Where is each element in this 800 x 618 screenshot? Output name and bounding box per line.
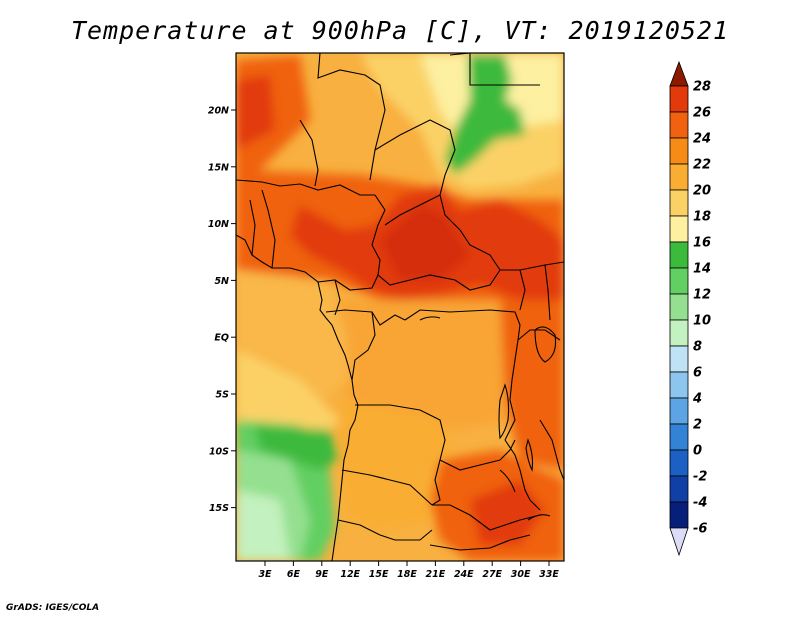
- colorbar-segment: [669, 501, 689, 529]
- colorbar-segment: [669, 85, 689, 113]
- colorbar-label: 8: [693, 340, 702, 355]
- colorbar-segment: [669, 449, 689, 477]
- country-borders: [236, 53, 564, 561]
- colorbar-bottom-arrow: [669, 527, 689, 557]
- colorbar-segment: [669, 345, 689, 373]
- colorbar-label: 12: [693, 288, 711, 303]
- colorbar-segment: [669, 293, 689, 321]
- lat-tick-label: 15S: [209, 503, 229, 514]
- lon-tick-label: 18E: [397, 569, 417, 580]
- grads-credit: GrADS: IGES/COLA: [6, 603, 100, 613]
- colorbar-label: 22: [693, 158, 711, 173]
- colorbar-label: 0: [693, 444, 702, 459]
- colorbar-label: 2: [693, 418, 702, 433]
- lon-tick-label: 3E: [258, 569, 272, 580]
- lat-tick-label: EQ: [214, 333, 229, 344]
- colorbar-segment: [669, 397, 689, 425]
- lat-tick-label: 10N: [208, 219, 229, 230]
- colorbar-segment: [669, 475, 689, 503]
- lon-tick-label: 9E: [315, 569, 329, 580]
- lat-tick-label: 10S: [209, 446, 229, 457]
- colorbar-segment: [669, 189, 689, 217]
- colorbar-label: 6: [693, 366, 702, 381]
- colorbar-segment: [669, 423, 689, 451]
- colorbar-segment: [669, 319, 689, 347]
- map-title: Temperature at 900hPa [C], VT: 201912052…: [70, 16, 730, 45]
- colorbar-segment: [669, 111, 689, 139]
- lon-tick-label: 12E: [340, 569, 360, 580]
- lon-tick-label: 24E: [454, 569, 474, 580]
- latitude-axis: 20N 15N 10N 5N EQ 5S 10S 15S: [208, 106, 236, 514]
- colorbar-label: 4: [692, 392, 702, 407]
- colorbar-label: -2: [693, 470, 707, 485]
- colorbar-label: 28: [693, 80, 711, 95]
- colorbar-label: 16: [693, 236, 711, 251]
- lon-tick-label: 15E: [369, 569, 389, 580]
- colorbar-segment: [669, 267, 689, 295]
- colorbar-top-arrow: [669, 60, 689, 87]
- colorbar-label: 24: [693, 132, 711, 147]
- colorbar-label: 20: [693, 184, 711, 199]
- colorbar-label: 14: [693, 262, 711, 277]
- colorbar-segment: [669, 215, 689, 243]
- colorbar-label: -6: [693, 522, 707, 537]
- colorbar-label: 26: [693, 106, 711, 121]
- colorbar-segment: [669, 371, 689, 399]
- lon-tick-label: 30E: [511, 569, 531, 580]
- lat-tick-label: 20N: [208, 106, 229, 117]
- lat-tick-label: 5N: [214, 276, 229, 287]
- longitude-axis: 3E 6E 9E 12E 15E 18E 21E 24E 27E 30E 33E: [258, 561, 559, 580]
- lon-tick-label: 27E: [482, 569, 502, 580]
- colorbar-segment: [669, 241, 689, 269]
- colorbar-label: -4: [693, 496, 707, 511]
- lat-tick-label: 5S: [216, 390, 230, 401]
- lon-tick-label: 6E: [287, 569, 301, 580]
- colorbar-segment: [669, 163, 689, 191]
- lon-tick-label: 21E: [426, 569, 446, 580]
- colorbar-label: 18: [693, 210, 711, 225]
- lat-tick-label: 15N: [208, 162, 229, 173]
- colorbar-label: 10: [693, 314, 711, 329]
- map-frame: [235, 52, 565, 562]
- temperature-field: [236, 53, 564, 561]
- colorbar-segment: [669, 137, 689, 165]
- lon-tick-label: 33E: [539, 569, 559, 580]
